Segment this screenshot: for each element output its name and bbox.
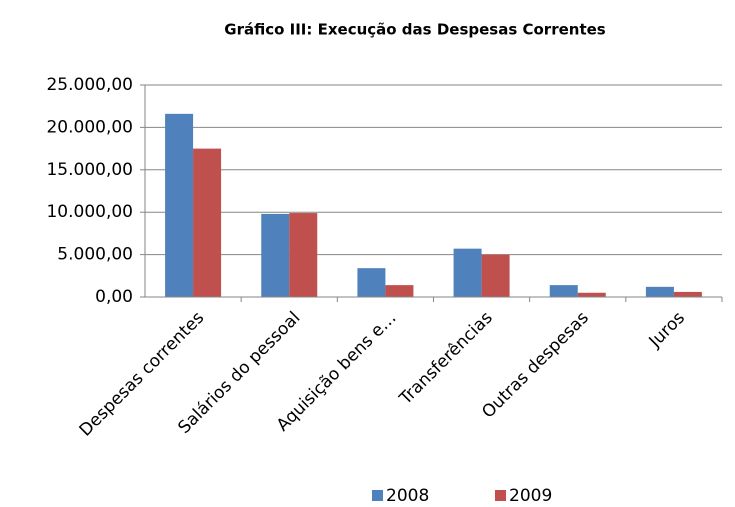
bar bbox=[673, 291, 702, 297]
bar bbox=[453, 248, 482, 297]
bar bbox=[289, 213, 318, 297]
bar bbox=[357, 268, 386, 297]
y-tick-label: 20.000,00 bbox=[46, 117, 133, 137]
bar bbox=[577, 292, 606, 297]
chart-title: Gráfico III: Execução das Despesas Corre… bbox=[224, 21, 606, 39]
x-tick-label: Outras despesas bbox=[478, 308, 593, 423]
bar bbox=[385, 285, 414, 297]
bar bbox=[645, 286, 674, 297]
legend-label: 2009 bbox=[509, 486, 552, 506]
y-tick-label: 15.000,00 bbox=[46, 160, 133, 180]
bar bbox=[165, 113, 194, 297]
y-tick-label: 0,00 bbox=[95, 287, 133, 307]
y-tick-label: 10.000,00 bbox=[46, 202, 133, 222]
x-tick-label: Juros bbox=[645, 308, 689, 352]
bar bbox=[481, 254, 510, 297]
bar bbox=[193, 148, 222, 297]
bar bbox=[261, 213, 290, 297]
legend-swatch bbox=[495, 490, 506, 501]
y-tick-label: 5.000,00 bbox=[57, 245, 133, 265]
legend-label: 2008 bbox=[386, 486, 429, 506]
legend-swatch bbox=[372, 490, 383, 501]
y-tick-label: 25.000,00 bbox=[46, 75, 133, 95]
x-tick-label: Transferências bbox=[395, 308, 497, 410]
bar bbox=[549, 285, 578, 297]
